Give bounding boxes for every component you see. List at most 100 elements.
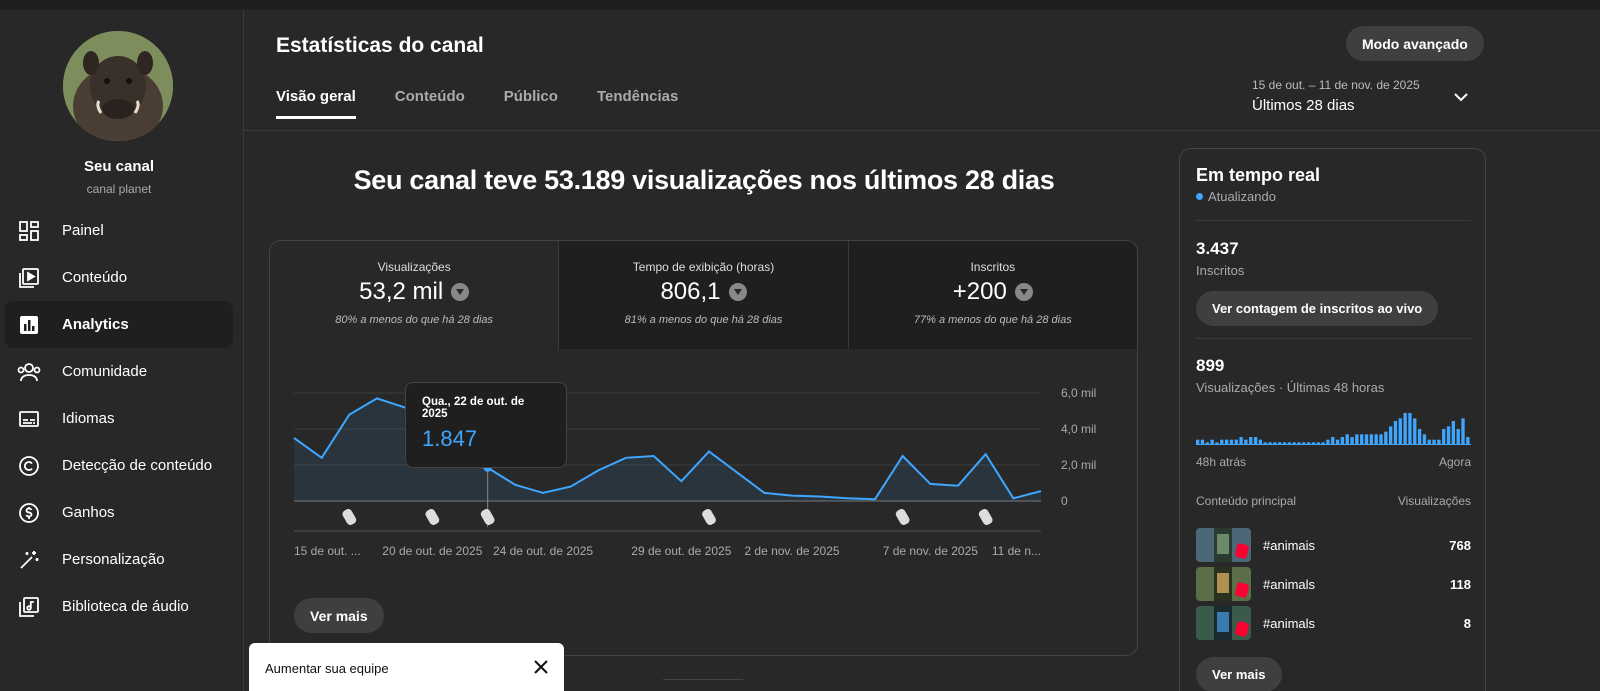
metric-value: 806,1 <box>660 278 721 305</box>
realtime-bar <box>1374 434 1378 445</box>
sidebar-item-deteccao[interactable]: Detecção de conteúdo <box>5 442 233 489</box>
date-range-selector[interactable]: 15 de out. – 11 de nov. de 2025 Últimos … <box>1252 78 1492 118</box>
y-tick-label: 6,0 mil <box>1061 386 1096 400</box>
realtime-subscribers: 3.437 <box>1196 239 1239 258</box>
realtime-views: 899 <box>1196 356 1225 375</box>
channel-name: Seu canal <box>83 158 155 175</box>
realtime-bar <box>1205 442 1209 445</box>
realtime-bar <box>1340 437 1345 445</box>
axis-end-label: Agora <box>1438 455 1471 469</box>
realtime-bar <box>1292 442 1296 445</box>
realtime-title: Em tempo real <box>1196 165 1321 185</box>
list-item[interactable]: #animals 118 <box>1196 567 1471 601</box>
sidebar-item-label: Ganhos <box>62 504 115 521</box>
sidebar-item-label: Analytics <box>62 316 129 333</box>
sidebar-item-idiomas[interactable]: Idiomas <box>5 395 233 442</box>
x-tick-label: 29 de out. de 2025 <box>631 544 731 558</box>
chevron-down-icon[interactable] <box>1452 88 1470 111</box>
list-item[interactable]: #animais 768 <box>1196 528 1471 562</box>
metric-label: Inscritos <box>970 260 1016 274</box>
x-tick-label: 20 de out. de 2025 <box>382 544 482 558</box>
content-icon <box>17 266 41 290</box>
video-thumbnail <box>1196 528 1251 562</box>
sidebar-item-analytics[interactable]: Analytics <box>5 301 233 348</box>
shorts-marker-icon <box>702 509 716 525</box>
metric-value: +200 <box>952 278 1007 305</box>
tab-visao-geral[interactable]: Visão geral <box>276 88 356 119</box>
x-tick-label: 15 de out. ... <box>294 544 361 558</box>
metric-value-wrap: 53,2 mil <box>270 278 558 306</box>
video-thumbnail <box>1196 606 1251 640</box>
tab-tendencias[interactable]: Tendências <box>596 88 679 105</box>
sidebar-item-ganhos[interactable]: Ganhos <box>5 489 233 536</box>
realtime-bar <box>1446 426 1451 445</box>
sidebar-item-label: Personalização <box>62 551 165 568</box>
realtime-bar <box>1345 434 1349 445</box>
channel-avatar[interactable] <box>63 31 173 141</box>
channel-handle: canal planet <box>86 182 152 196</box>
metric-comparison: 80% a menos do que há 28 dias <box>335 314 494 326</box>
top-content-header: Conteúdo principal <box>1196 494 1297 508</box>
divider <box>1196 338 1471 339</box>
realtime-bar <box>1282 442 1287 445</box>
sidebar-item-biblioteca-audio[interactable]: Biblioteca de áudio <box>5 583 233 630</box>
sidebar-nav: Painel Conteúdo Analytics Comunidade Idi… <box>5 207 233 630</box>
analytics-icon <box>17 313 41 337</box>
overview-card: Visualizações 53,2 mil 80% a menos do qu… <box>269 240 1138 656</box>
realtime-bar <box>1224 439 1229 445</box>
sidebar-item-conteudo[interactable]: Conteúdo <box>5 254 233 301</box>
copyright-icon <box>17 454 41 478</box>
see-more-button[interactable]: Ver mais <box>294 598 384 633</box>
metric-watch-time[interactable]: Tempo de exibição (horas) 806,1 81% a me… <box>558 241 848 349</box>
sidebar-item-personalizacao[interactable]: Personalização <box>5 536 233 583</box>
chart-tooltip: Qua., 22 de out. de 2025 1.847 <box>405 382 567 468</box>
tab-conteudo[interactable]: Conteúdo <box>394 88 465 105</box>
realtime-bar <box>1413 418 1417 445</box>
metric-views[interactable]: Visualizações 53,2 mil 80% a menos do qu… <box>270 241 559 349</box>
realtime-bar <box>1442 429 1446 445</box>
metric-comparison: 81% a menos do que há 28 dias <box>624 314 783 326</box>
x-tick-label: 24 de out. de 2025 <box>493 544 593 558</box>
top-strip <box>0 0 1600 10</box>
realtime-bar <box>1408 413 1412 445</box>
realtime-bar <box>1244 439 1248 445</box>
toast-notification: Aumentar sua equipe <box>249 643 564 691</box>
realtime-bar-chart[interactable] <box>1196 411 1471 445</box>
live-subscriber-count-button[interactable]: Ver contagem de inscritos ao vivo <box>1196 291 1439 326</box>
realtime-bar <box>1456 429 1460 445</box>
sidebar-item-painel[interactable]: Painel <box>5 207 233 254</box>
shorts-marker-shape <box>978 509 993 525</box>
close-icon[interactable] <box>531 657 551 677</box>
realtime-bar <box>1355 434 1359 445</box>
realtime-views-label: Visualizações · Últimas 48 horas <box>1196 380 1385 395</box>
y-tick-label: 4,0 mil <box>1061 422 1096 436</box>
realtime-bar <box>1311 442 1316 445</box>
sidebar-item-label: Biblioteca de áudio <box>62 598 189 615</box>
header-divider <box>244 130 1600 131</box>
metric-subscribers[interactable]: Inscritos +200 77% a menos do que há 28 … <box>847 241 1137 349</box>
sidebar-item-comunidade[interactable]: Comunidade <box>5 348 233 395</box>
tab-publico[interactable]: Público <box>503 88 558 105</box>
advanced-mode-button[interactable]: Modo avançado <box>1346 26 1484 61</box>
realtime-bar <box>1273 442 1277 445</box>
views-chart[interactable]: 6,0 mil 4,0 mil 2,0 mil 0 15 de out. ... 20 d… <box>270 349 1138 589</box>
list-item[interactable]: #animals 8 <box>1196 606 1471 640</box>
realtime-subscribers-label: Inscritos <box>1196 263 1245 278</box>
shorts-marker-shape <box>425 509 440 525</box>
shorts-marker-icon <box>978 509 993 525</box>
tooltip-value: 1.847 <box>422 426 478 451</box>
arrow-down-icon <box>1014 283 1033 301</box>
realtime-bar <box>1398 418 1402 445</box>
x-tick-label: 11 de n... <box>992 544 1041 558</box>
toast-text: Aumentar sua equipe <box>265 661 389 676</box>
shorts-marker-icon <box>425 509 440 525</box>
realtime-see-more-button[interactable]: Ver mais <box>1196 657 1282 691</box>
realtime-bar <box>1239 437 1243 445</box>
shorts-marker-icon <box>480 509 495 525</box>
realtime-bar <box>1210 439 1214 445</box>
realtime-bar <box>1432 439 1436 445</box>
realtime-bar <box>1326 439 1330 445</box>
realtime-status-text: Atualizando <box>1208 189 1276 204</box>
x-tick-label: 2 de nov. de 2025 <box>744 544 840 558</box>
video-thumbnail <box>1196 567 1251 601</box>
